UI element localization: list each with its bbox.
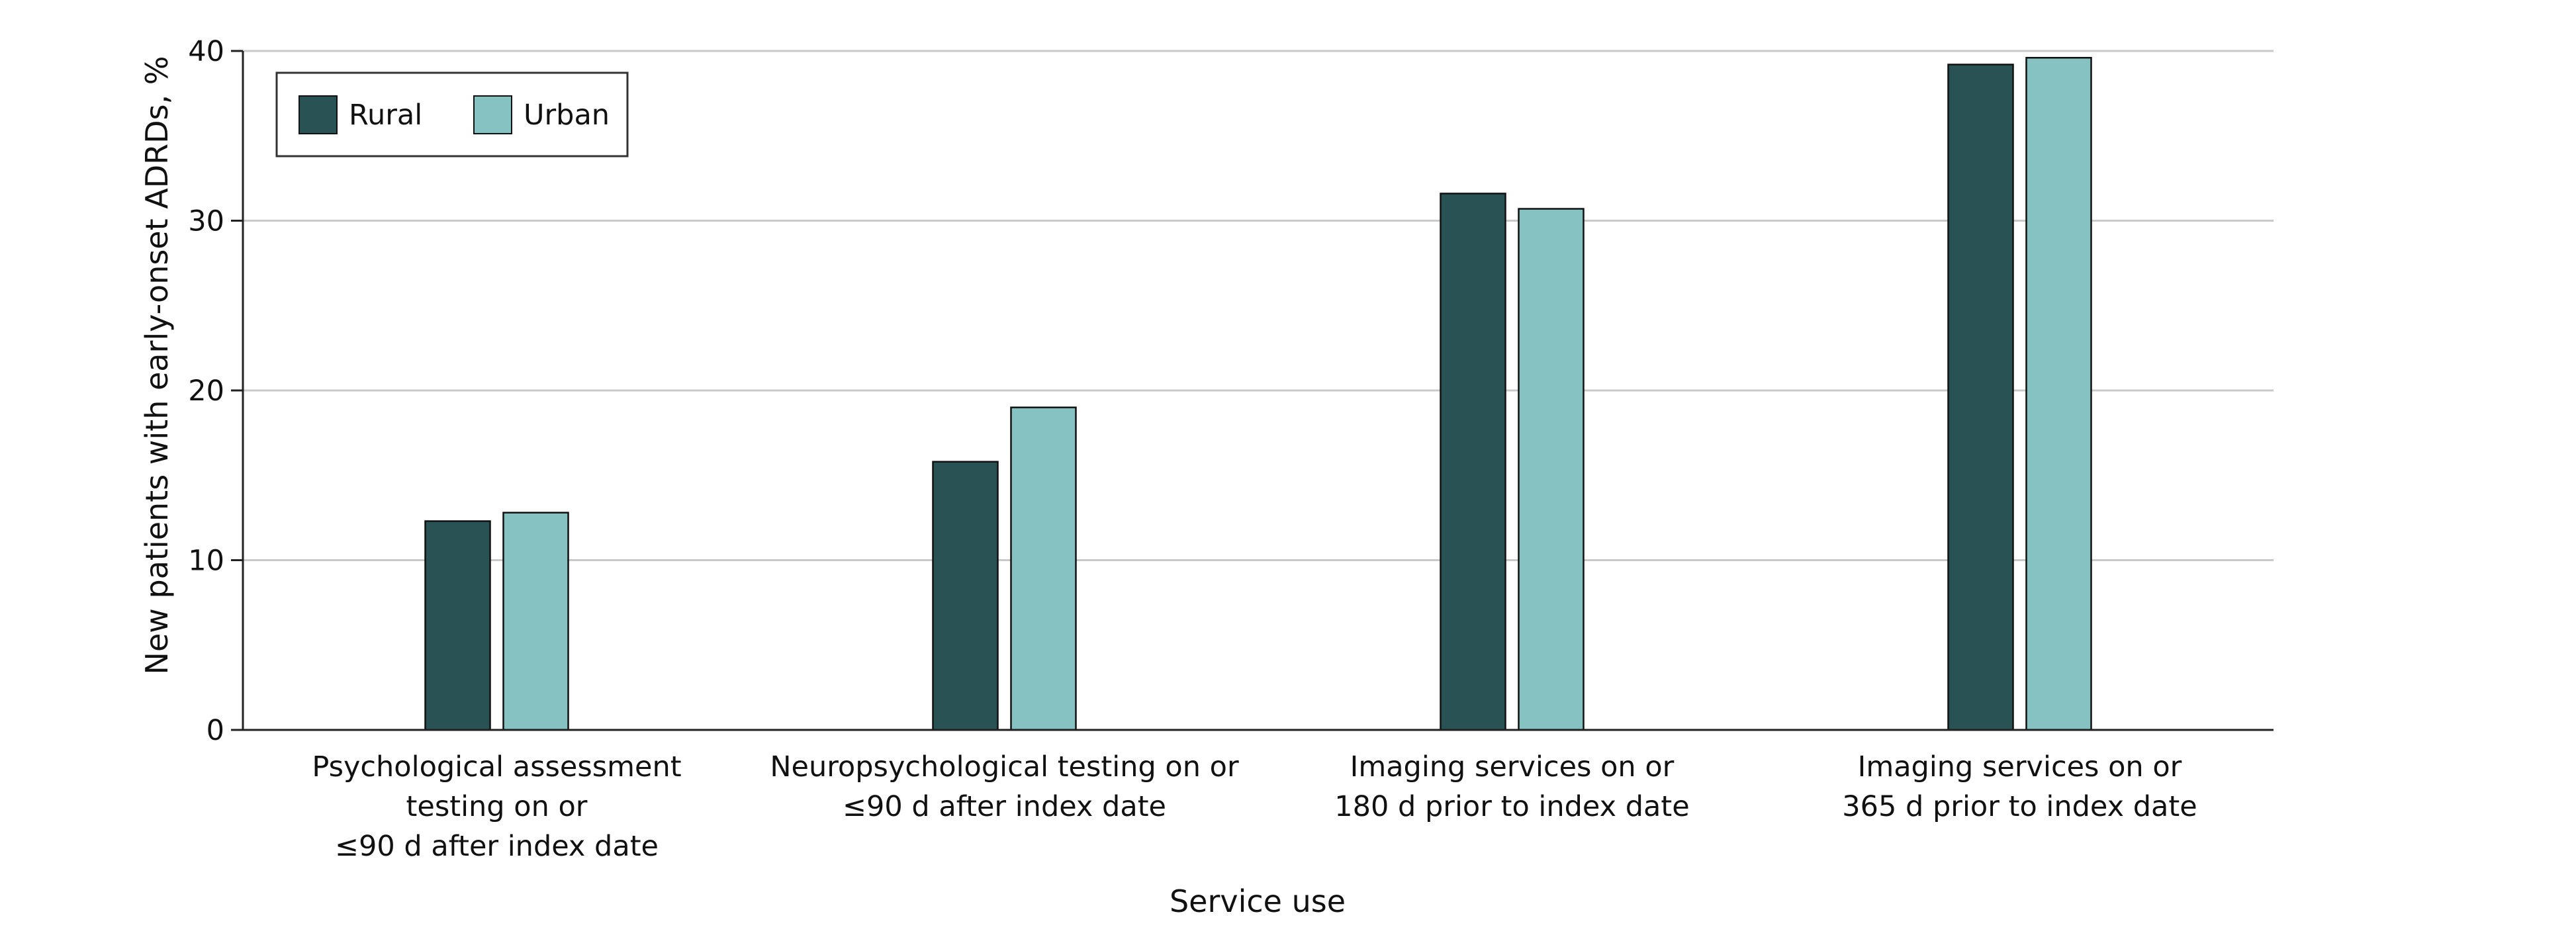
x-category-label: Imaging services on or 180 d prior to ind… — [1334, 750, 1689, 823]
x-category-label-line: 365 d prior to index date — [1842, 790, 2197, 823]
x-category-label: Neuropsychological testing on or ≤90 d af… — [770, 750, 1239, 823]
legend-label-urban: Urban — [524, 99, 610, 132]
x-category-labels: Psychological assessment testing on or ≤90… — [312, 750, 2197, 863]
x-category-label-line: Psychological assessment — [312, 750, 681, 784]
gridlines — [243, 50, 2274, 561]
legend-swatch-urban — [473, 95, 512, 134]
bar-urban-3 — [1518, 208, 1585, 731]
x-category-label-line: Imaging services on or — [1858, 750, 2182, 784]
bar-rural-1 — [424, 520, 491, 731]
bar-rural-4 — [1947, 64, 2014, 731]
x-category-label: Imaging services on or 365 d prior to ind… — [1842, 750, 2197, 823]
legend-swatch-rural — [299, 95, 338, 134]
x-category-label: Psychological assessment testing on or ≤90… — [312, 750, 681, 863]
x-category-label-line: ≤90 d after index date — [843, 790, 1166, 823]
x-category-label-line: testing on or — [406, 790, 588, 823]
y-tick-label: 40 — [188, 35, 224, 68]
y-tick-label: 0 — [207, 714, 224, 747]
legend-label-rural: Rural — [349, 99, 422, 132]
y-tick-labels: 0 10 20 30 40 — [188, 35, 243, 747]
y-tick-label: 20 — [188, 375, 224, 408]
x-category-label-line: 180 d prior to index date — [1334, 790, 1689, 823]
x-category-label-line: ≤90 d after index date — [335, 830, 659, 863]
y-tick-label: 30 — [188, 205, 224, 238]
bars — [424, 57, 2092, 731]
x-axis-title: Service use — [1170, 883, 1346, 919]
bar-rural-3 — [1440, 193, 1506, 731]
legend: Rural Urban — [275, 71, 629, 157]
y-axis-title: New patients with early-onset ADRDs, % — [139, 56, 175, 675]
bar-urban-2 — [1010, 406, 1077, 731]
y-tick-label: 10 — [188, 545, 224, 578]
x-category-label-line: Imaging services on or — [1350, 750, 1675, 784]
bar-rural-2 — [932, 461, 999, 731]
x-category-label-line: Neuropsychological testing on or — [770, 750, 1239, 784]
bar-urban-1 — [502, 512, 569, 731]
bar-urban-4 — [2025, 57, 2092, 731]
